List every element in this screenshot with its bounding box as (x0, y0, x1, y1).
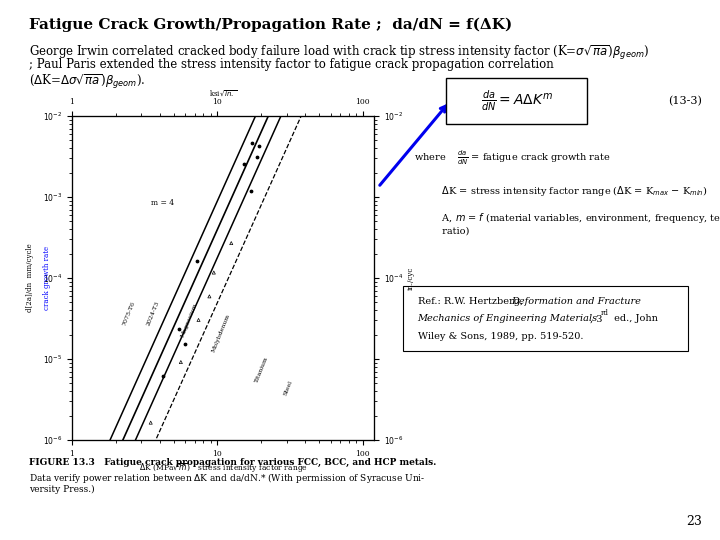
Point (251, 152, 263, 161)
Text: A, $m$ = $f$ (material variables, environment, frequency, temperature, stress: A, $m$ = $f$ (material variables, enviro… (414, 211, 720, 225)
Point (320, 0, 331, 6)
Point (245, 186, 256, 195)
Point (246, 139, 257, 147)
Text: where    $\frac{da}{dN}$ = fatigue crack growth rate: where $\frac{da}{dN}$ = fatigue crack gr… (414, 148, 611, 167)
Point (193, 315, 204, 324)
Text: crack growth rate: crack growth rate (42, 246, 51, 310)
X-axis label: ksi$\sqrt{in.}$: ksi$\sqrt{in.}$ (209, 88, 238, 98)
Text: George Irwin correlated cracked body failure load with crack tip stress intensit: George Irwin correlated cracked body fai… (29, 43, 649, 62)
Text: Wiley & Sons, 1989, pp. 519-520.: Wiley & Sons, 1989, pp. 519-520. (418, 332, 583, 341)
Text: , 3: , 3 (590, 314, 603, 323)
Point (208, 268, 220, 277)
Point (191, 257, 202, 266)
Text: Steel: Steel (282, 379, 293, 396)
Text: Mechanics of Engineering Materials: Mechanics of Engineering Materials (418, 314, 598, 323)
Point (204, 292, 215, 301)
Point (157, 372, 168, 381)
Point (312, 16, 324, 25)
Point (179, 340, 191, 348)
Text: Molybdenum: Molybdenum (211, 313, 231, 353)
Text: Data verify power relation between $\Delta$K and da/dN.* (With permission of Syr: Data verify power relation between $\Del… (29, 471, 425, 485)
Point (173, 325, 184, 334)
Point (127, 463, 139, 472)
FancyBboxPatch shape (403, 286, 688, 351)
Text: Magnesium: Magnesium (180, 303, 198, 339)
Point (130, 451, 141, 460)
Text: $\frac{da}{dN} = A\Delta K^m$: $\frac{da}{dN} = A\Delta K^m$ (480, 89, 553, 113)
Text: versity Press.): versity Press.) (29, 484, 94, 494)
Text: (13-3): (13-3) (668, 96, 702, 106)
Text: m = 4: m = 4 (151, 199, 174, 207)
Point (175, 358, 186, 367)
Point (289, 51, 300, 59)
Point (225, 239, 237, 247)
Text: Ref.: R.W. Hertzberg,: Ref.: R.W. Hertzberg, (418, 297, 529, 306)
Text: ($\Delta$K=$\Delta\sigma\sqrt{\pi a}$)$\beta_{geom}$).: ($\Delta$K=$\Delta\sigma\sqrt{\pi a}$)$\… (29, 72, 145, 91)
Y-axis label: in./cyc: in./cyc (406, 266, 414, 290)
Text: ratio): ratio) (414, 227, 469, 236)
Text: 23: 23 (686, 515, 702, 528)
Point (253, 142, 265, 151)
Point (145, 418, 156, 427)
Point (279, 68, 291, 77)
Point (284, 73, 295, 82)
Text: 7075-T6: 7075-T6 (122, 301, 136, 327)
Text: 2024-T3: 2024-T3 (145, 301, 160, 327)
X-axis label: $\Delta$K (MPa$\sqrt{m}$)   stress intensity factor range: $\Delta$K (MPa$\sqrt{m}$) stress intensi… (139, 462, 307, 475)
Text: FIGURE 13.3   Fatigue crack propagation for various FCC, BCC, and HCP metals.: FIGURE 13.3 Fatigue crack propagation fo… (29, 458, 436, 467)
Text: rd: rd (601, 309, 609, 318)
Text: d[2a]/dn  mm/cycle: d[2a]/dn mm/cycle (26, 244, 35, 313)
FancyBboxPatch shape (446, 78, 587, 124)
Point (333, 0, 345, 7)
Text: $\Delta$K = stress intensity factor range ($\Delta$K = K$_{max}$ $-$ K$_{min}$): $\Delta$K = stress intensity factor rang… (414, 184, 708, 198)
Text: Titanium: Titanium (255, 356, 269, 383)
Text: Deformation and Fracture: Deformation and Fracture (511, 297, 641, 306)
Point (238, 160, 250, 168)
Text: ed., John: ed., John (611, 314, 657, 323)
Text: ; Paul Paris extended the stress intensity factor to fatigue crack propagation c: ; Paul Paris extended the stress intensi… (29, 58, 554, 71)
Text: Fatigue Crack Growth/Propagation Rate ;  da/dN = f(ΔK): Fatigue Crack Growth/Propagation Rate ; … (29, 17, 512, 32)
Point (314, 4, 325, 13)
